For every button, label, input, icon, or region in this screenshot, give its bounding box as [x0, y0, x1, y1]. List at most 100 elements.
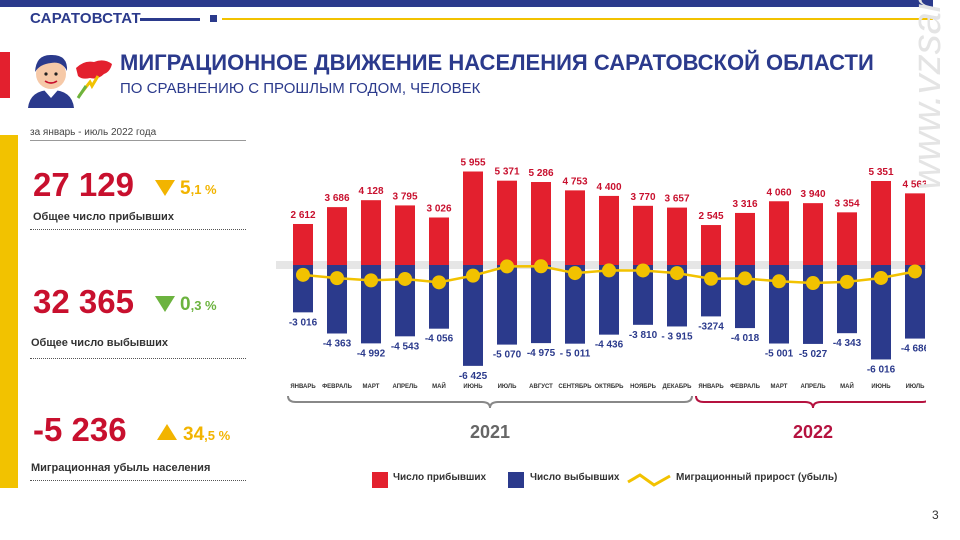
bar-departures: [871, 265, 891, 360]
data-label-departures: -4 363: [323, 338, 352, 349]
net-point: [466, 268, 480, 283]
watermark: www.vzsar.ru: [905, 0, 949, 190]
data-label-departures: -4 975: [527, 348, 556, 359]
x-tick-label: МАРТ: [771, 384, 788, 390]
data-label-arrivals: 5 286: [528, 168, 553, 179]
x-tick-label: АВГУСТ: [529, 384, 553, 390]
bar-arrivals: [429, 217, 449, 265]
x-tick-label: ОКТЯБРЬ: [594, 384, 624, 390]
net-point: [704, 271, 718, 286]
legend-label-departures: Число выбывших: [530, 472, 620, 483]
net-point: [738, 271, 752, 286]
data-label-arrivals: 3 026: [426, 203, 451, 214]
bar-arrivals: [735, 212, 755, 265]
yellow-sidebar-strip: [0, 135, 18, 488]
data-label-arrivals: 5 371: [494, 167, 519, 178]
brand-yellow-line: [222, 18, 933, 20]
bar-arrivals: [871, 180, 891, 265]
legend-label-arrivals: Число прибывших: [393, 472, 487, 483]
bar-arrivals: [667, 207, 687, 265]
bar-arrivals: [837, 212, 857, 265]
data-label-arrivals: 3 770: [630, 192, 655, 203]
data-label-departures: -4 056: [425, 334, 454, 345]
bar-departures: [463, 265, 483, 366]
net-point: [330, 271, 344, 286]
legend-swatch-net: [627, 473, 671, 487]
x-tick-label: ДЕКАБРЬ: [663, 384, 693, 390]
data-label-departures: -5 027: [799, 349, 828, 360]
bar-arrivals: [497, 180, 517, 265]
legend-swatch-arrivals: [372, 472, 388, 488]
group-bracket: [695, 395, 926, 409]
data-label-departures: -3 016: [289, 317, 318, 328]
kpi-departures-change: 0,3 %: [180, 294, 217, 316]
data-label-departures: - 5 011: [560, 349, 591, 360]
period-divider: [30, 140, 246, 141]
data-label-departures: -6 016: [867, 364, 896, 375]
x-tick-label: ИЮНЬ: [463, 384, 483, 390]
kpi-arrivals-value: 27 129: [33, 166, 134, 203]
net-point: [670, 266, 684, 281]
x-tick-label: ФЕВРАЛЬ: [730, 384, 761, 390]
data-label-departures: -4 343: [833, 338, 862, 349]
data-label-departures: -5 001: [765, 349, 794, 360]
data-label-arrivals: 3 657: [664, 194, 689, 205]
net-point: [840, 274, 854, 289]
bar-arrivals: [293, 223, 313, 265]
kpi-departures-value: 32 365: [33, 283, 134, 320]
x-tick-label: СЕНТЯБРЬ: [558, 384, 592, 390]
x-tick-label: ЯНВАРЬ: [698, 384, 724, 390]
data-label-arrivals: 3 795: [392, 191, 417, 202]
trend-down-icon: [155, 180, 175, 196]
x-tick-label: ИЮЛЬ: [498, 384, 517, 390]
brand-square: [210, 15, 217, 22]
brand-name: САРАТОВСТАТ: [30, 10, 141, 27]
bar-departures: [497, 265, 517, 345]
x-tick-label: НОЯБРЬ: [630, 384, 657, 390]
data-label-departures: -4 436: [595, 340, 624, 351]
net-point: [500, 259, 514, 274]
data-label-arrivals: 5 351: [868, 167, 893, 178]
bar-arrivals: [327, 207, 347, 265]
group-label: 2022: [793, 422, 833, 442]
bar-arrivals: [395, 205, 415, 265]
data-label-arrivals: 4 060: [766, 187, 791, 198]
bar-arrivals: [599, 195, 619, 265]
legend-swatch-departures: [508, 472, 524, 488]
bar-arrivals: [361, 200, 381, 265]
red-tab: [0, 52, 10, 98]
kpi-net-change-main: 34: [183, 424, 205, 445]
data-label-departures: -3274: [698, 321, 724, 332]
bar-departures: [667, 265, 687, 327]
data-label-arrivals: 3 940: [800, 189, 825, 200]
kpi-arrivals-change: 5,1 %: [180, 178, 217, 200]
x-tick-label: ИЮНЬ: [871, 384, 891, 390]
migration-chart: 2 612 -3 016 ЯНВАРЬ 3 686 -4 363 ФЕВРАЛЬ 4 128…: [276, 158, 926, 442]
net-point: [806, 276, 820, 291]
net-point: [874, 270, 888, 285]
bar-arrivals: [769, 201, 789, 265]
data-label-arrivals: 3 686: [324, 193, 349, 204]
page-subtitle: ПО СРАВНЕНИЮ С ПРОШЛЫМ ГОДОМ, ЧЕЛОВЕК: [120, 80, 481, 97]
data-label-departures: -4 543: [391, 341, 420, 352]
net-point: [364, 273, 378, 288]
period-label: за январь - июль 2022 года: [30, 127, 157, 138]
kpi-arrivals-change-main: 5: [180, 178, 191, 199]
data-label-departures: - 3 915: [661, 331, 693, 342]
kpi-arrivals-change-unit: ,1 %: [190, 182, 217, 197]
data-label-arrivals: 4 563: [902, 179, 926, 190]
bar-arrivals: [803, 203, 823, 265]
data-label-arrivals: 2 545: [698, 211, 723, 222]
kpi-divider: [30, 480, 246, 481]
page-title: МИГРАЦИОННОЕ ДВИЖЕНИЕ НАСЕЛЕНИЯ САРАТОВС…: [120, 50, 874, 75]
x-tick-label: АПРЕЛЬ: [800, 384, 826, 390]
net-point: [398, 271, 412, 286]
net-point: [636, 263, 650, 278]
bar-departures: [565, 265, 585, 344]
bar-arrivals: [633, 205, 653, 265]
group-bracket: [287, 395, 693, 409]
x-tick-label: АПРЕЛЬ: [392, 384, 418, 390]
kpi-divider: [30, 229, 246, 230]
trend-up-icon: [157, 424, 177, 440]
net-point: [534, 259, 548, 274]
